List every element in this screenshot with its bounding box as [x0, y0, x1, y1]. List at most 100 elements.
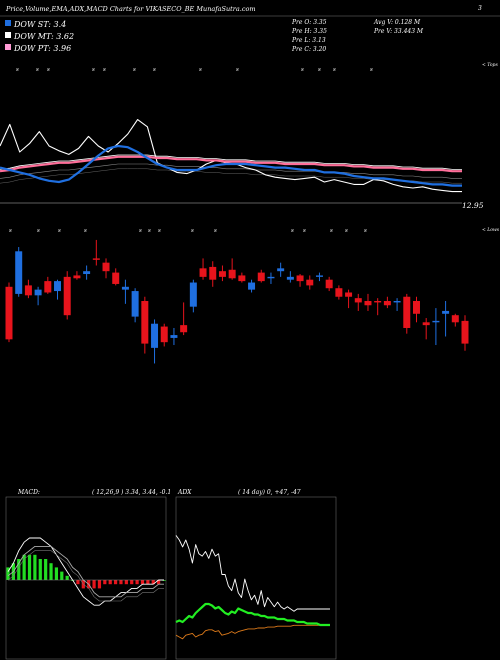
candle-body [393, 301, 401, 303]
low-marker: s [330, 228, 333, 234]
low-marker: s [158, 228, 161, 234]
candle-body [92, 258, 100, 260]
macd-histogram-bar [92, 580, 96, 589]
macd-params: ( 12,26,9 ) 3.34, 3.44, -0.1 [92, 489, 171, 496]
candle-body [34, 289, 42, 296]
macd-histogram-bar [33, 554, 37, 580]
top-marker: s [47, 67, 50, 73]
adx-di-plus-line [175, 602, 330, 627]
top-marker: s [153, 67, 156, 73]
adx-params: ( 14 day) 0, +47, -47 [238, 489, 301, 496]
macd-histogram-bar [108, 580, 112, 585]
top-marker: s [370, 67, 373, 73]
macd-histogram-bar [27, 554, 32, 580]
avg-volume: Avg V: 0.128 M [373, 19, 421, 26]
candle-panel [5, 239, 469, 364]
top-marker: s [199, 67, 202, 73]
adx-title: ADX [177, 489, 192, 496]
low-marker: s [148, 228, 151, 234]
ohlc-info: Pre O: 3.35 Pre H: 3.35 Pre L: 3.13 Pre … [291, 19, 424, 53]
legend-swatch-mt [5, 32, 11, 38]
candle-body [63, 276, 71, 316]
top-marker: s [103, 67, 106, 73]
candle-body [44, 281, 52, 293]
macd-histogram-bar [65, 575, 69, 580]
macd-signal-aux [7, 550, 164, 602]
macd-histogram-bar [140, 580, 145, 585]
low-marker: s [303, 228, 306, 234]
low-marker: s [9, 228, 12, 234]
candle-body [24, 285, 32, 296]
macd-panel [6, 537, 166, 606]
macd-histogram-bar [119, 580, 123, 585]
macd-histogram-bar [135, 580, 139, 585]
macd-histogram-bar [151, 580, 155, 585]
candle-body [325, 279, 333, 289]
top-marker: s [16, 67, 19, 73]
candle-body [461, 320, 469, 344]
top-marker: s [333, 67, 336, 73]
candle-body [267, 276, 275, 279]
ema-aux-line [0, 163, 462, 179]
candle-body [83, 271, 91, 275]
candle-body [412, 301, 420, 314]
macd-histogram-bar [157, 580, 161, 585]
candle-body [374, 301, 382, 303]
ema-panel [0, 119, 462, 193]
legend: DOW ST: 3.4 DOW MT: 3.62 DOW PT: 3.96 [5, 20, 74, 53]
legend-pt: DOW PT: 3.96 [13, 44, 71, 53]
top-marker: s [318, 67, 321, 73]
low-marker: s [139, 228, 142, 234]
candle-body [451, 315, 459, 323]
candle-body [160, 326, 168, 343]
low-marker: s [364, 228, 367, 234]
macd-histogram-bar [38, 559, 42, 580]
macd-panel-frame [5, 496, 167, 660]
ema-long-highlight [0, 154, 462, 170]
candle-body [141, 301, 149, 344]
legend-st: DOW ST: 3.4 [13, 20, 66, 29]
tops-label: < Tops [482, 62, 498, 68]
top-marker: s [36, 67, 39, 73]
macd-histogram-bar [124, 580, 128, 585]
candle-body [432, 320, 440, 323]
legend-mt: DOW MT: 3.62 [13, 32, 74, 41]
macd-signal-line [7, 545, 164, 598]
macd-histogram-bar [97, 580, 102, 589]
price-label: 12.95 [462, 201, 484, 210]
candle-body [364, 301, 372, 306]
macd-histogram-bar [76, 580, 80, 585]
top-marker: s [301, 67, 304, 73]
candle-body [170, 335, 178, 338]
macd-histogram-bar [113, 580, 118, 585]
candle-body [218, 271, 226, 277]
candle-body [345, 292, 353, 297]
ohlc-low: Pre L: 3.13 [291, 37, 326, 44]
candle-body [403, 296, 411, 328]
adx-line [175, 535, 330, 612]
ema-long-line [0, 155, 462, 173]
legend-swatch-st [5, 20, 11, 26]
chart-title: Price,Volume,EMA,ADX,MACD Charts for VIK… [5, 5, 256, 13]
candle-body [422, 322, 430, 326]
low-marker: s [37, 228, 40, 234]
candle-body [383, 301, 391, 306]
low-marker: s [345, 228, 348, 234]
adx-di-minus-line [175, 624, 330, 640]
macd-histogram-bar [103, 580, 107, 585]
candle-body [257, 272, 265, 282]
lows-label: < Lows [482, 227, 500, 233]
prev-volume: Pre V: 33.443 M [373, 28, 424, 35]
macd-histogram-bar [54, 567, 59, 580]
adx-panel [175, 535, 330, 640]
macd-histogram-bar [44, 559, 48, 580]
macd-histogram-bar [22, 554, 26, 580]
candle-body [102, 262, 110, 272]
candle-body [15, 251, 23, 294]
top-marker: s [133, 67, 136, 73]
candle-body [54, 281, 62, 292]
candle-body [199, 268, 207, 277]
candle-body [5, 286, 13, 340]
